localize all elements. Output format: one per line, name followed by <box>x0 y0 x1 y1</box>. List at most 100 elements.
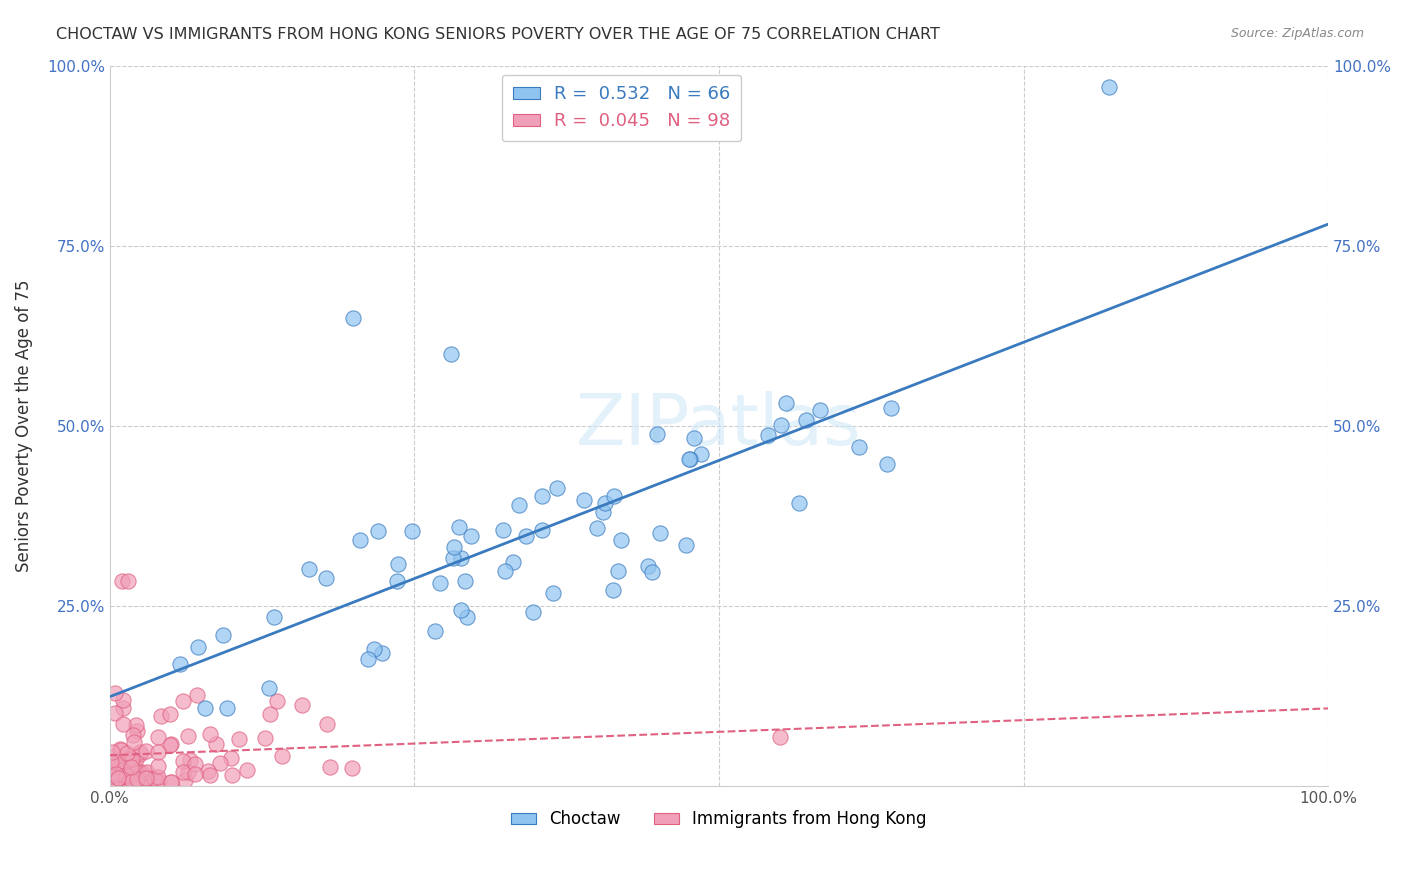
Point <box>689 447 711 461</box>
Point <box>117 763 139 777</box>
Point <box>124 764 146 779</box>
Point <box>184 767 207 781</box>
Point <box>125 718 148 732</box>
Point <box>356 652 378 666</box>
Point <box>114 769 136 783</box>
Point <box>179 753 201 767</box>
Point <box>101 761 124 775</box>
Point <box>586 521 609 535</box>
Point <box>787 496 810 510</box>
Point <box>219 751 242 765</box>
Point <box>637 558 659 573</box>
Point <box>494 564 516 578</box>
Point <box>758 428 780 442</box>
Point <box>101 775 124 789</box>
Point <box>429 575 451 590</box>
Point <box>298 562 321 576</box>
Legend: Choctaw, Immigrants from Hong Kong: Choctaw, Immigrants from Hong Kong <box>505 804 934 835</box>
Point <box>110 766 132 780</box>
Point <box>367 524 389 539</box>
Text: CHOCTAW VS IMMIGRANTS FROM HONG KONG SENIORS POVERTY OVER THE AGE OF 75 CORRELAT: CHOCTAW VS IMMIGRANTS FROM HONG KONG SEN… <box>56 27 941 42</box>
Point <box>117 759 139 773</box>
Point <box>148 730 170 744</box>
Point <box>541 586 564 600</box>
Point <box>120 760 142 774</box>
Point <box>648 525 671 540</box>
Point <box>450 603 472 617</box>
Point <box>117 574 139 588</box>
Point <box>197 764 219 778</box>
Point <box>148 771 170 785</box>
Point <box>492 523 515 537</box>
Point <box>221 768 243 782</box>
Point <box>263 609 285 624</box>
Point <box>129 745 152 759</box>
Point <box>236 764 259 778</box>
Point <box>172 764 194 779</box>
Point <box>775 396 797 410</box>
Point <box>159 774 181 789</box>
Point <box>682 431 704 445</box>
Point <box>127 772 149 786</box>
Point <box>454 574 477 588</box>
Point <box>387 557 409 571</box>
Point <box>110 743 132 757</box>
Point <box>808 402 831 417</box>
Text: ZIPatlas: ZIPatlas <box>576 392 862 460</box>
Point <box>257 681 280 695</box>
Point <box>111 756 134 770</box>
Point <box>641 565 664 579</box>
Point <box>132 767 155 781</box>
Point <box>104 753 127 767</box>
Point <box>127 764 149 778</box>
Point <box>105 767 128 781</box>
Point <box>129 747 152 761</box>
Point <box>271 749 294 764</box>
Point <box>115 746 138 760</box>
Point <box>401 524 423 538</box>
Point <box>124 752 146 766</box>
Point <box>531 523 554 537</box>
Point <box>100 775 122 789</box>
Point <box>879 401 901 415</box>
Point <box>603 489 626 503</box>
Point <box>215 701 238 715</box>
Point <box>111 763 134 777</box>
Point <box>143 772 166 786</box>
Point <box>159 707 181 722</box>
Point <box>456 610 478 624</box>
Point <box>266 694 288 708</box>
Point <box>108 771 131 785</box>
Point <box>291 698 314 712</box>
Text: Source: ZipAtlas.com: Source: ZipAtlas.com <box>1230 27 1364 40</box>
Point <box>450 551 472 566</box>
Point <box>174 772 197 787</box>
Point <box>136 772 159 786</box>
Point <box>194 701 217 715</box>
Point <box>531 489 554 503</box>
Point <box>177 729 200 743</box>
Point <box>172 693 194 707</box>
Point <box>107 771 129 785</box>
Point <box>315 717 337 731</box>
Point <box>121 728 143 742</box>
Point <box>371 646 394 660</box>
Point <box>100 755 122 769</box>
Point <box>111 574 134 588</box>
Point <box>318 760 340 774</box>
Point <box>315 571 337 585</box>
Point <box>121 775 143 789</box>
Point <box>112 701 135 715</box>
Point <box>177 764 200 779</box>
Point <box>115 768 138 782</box>
Point <box>100 764 122 778</box>
Point <box>794 413 817 427</box>
Point <box>103 754 125 768</box>
Point <box>610 533 633 548</box>
Point <box>607 564 630 578</box>
Point <box>208 756 231 770</box>
Point <box>205 737 228 751</box>
Point <box>228 731 250 746</box>
Point <box>502 555 524 569</box>
Point <box>769 417 792 432</box>
